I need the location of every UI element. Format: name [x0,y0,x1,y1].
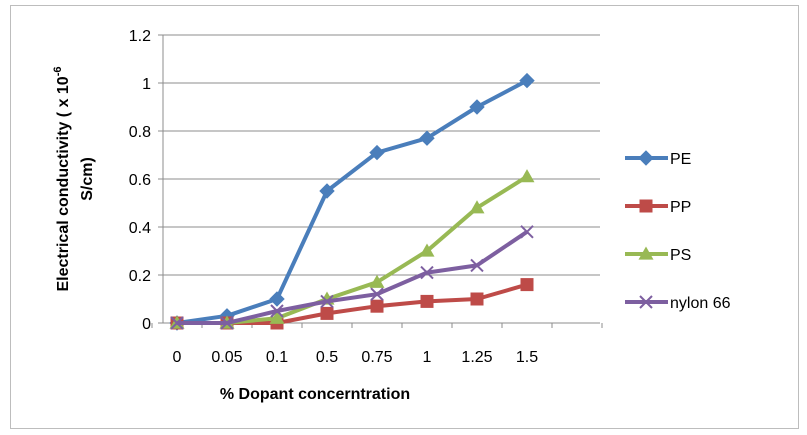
legend-label: PE [670,151,691,168]
y-tick-label: 1 [142,76,151,93]
y-axis-title-exponent: -6 [52,67,64,77]
x-axis-title: % Dopant concerntration [220,386,410,403]
data-point-x [470,258,484,273]
x-tick-label: 0.75 [361,349,392,366]
y-axis-title-line2: S/cm) [79,157,96,201]
data-point-x [370,287,384,301]
y-tick-label: 0.6 [129,172,151,189]
x-tick-label: 1.5 [516,349,538,366]
x-tick-label: 0 [173,349,182,366]
data-point-diamond [419,130,435,146]
legend-label: PP [670,199,691,216]
x-axis-title-text: % Dopant concerntration [220,386,410,403]
legend-label: nylon 66 [670,295,731,312]
data-point-x [420,265,434,280]
series-line [177,230,529,325]
data-point-square [420,294,434,308]
data-point-diamond [269,291,285,307]
legend-item: PS [625,246,691,264]
x-tick-label: 1 [423,349,432,366]
chart-area: 0 0.2 0.4 0.6 0.8 1 1.2 0 0.05 0.1 0.5 0.75 1 1.25 1.5… [10,5,799,429]
data-point-square [320,306,334,320]
data-point-triangle [369,274,385,288]
data-point-x [170,316,184,330]
data-point-diamond [519,72,535,89]
plot-series [169,72,535,331]
x-tick-label: 0.1 [266,349,288,366]
legend-label: PS [670,247,691,264]
y-tick-label: 0 [142,316,151,333]
legend-item: nylon 66 [625,295,731,312]
axes: 0 0.2 0.4 0.6 0.8 1 1.2 0 0.05 0.1 0.5 0.75 1 1.25 1.5 [129,28,603,366]
y-axis-title-line1: Electrical conductivity ( x 10-6 [52,67,72,292]
data-point-triangle [419,243,435,257]
data-point-diamond [369,144,385,161]
y-axis-title-main: Electrical conductivity ( x 10 [55,76,72,291]
data-point-square [370,299,384,313]
data-point-diamond [638,150,654,166]
x-tick-label: 0.5 [316,349,338,366]
gridlines [163,34,600,276]
y-tick-label: 1.2 [129,28,151,45]
series-line [176,78,528,325]
data-point-x [320,294,334,309]
legend-item: PP [625,199,691,216]
data-point-triangle [519,169,535,183]
data-point-x [520,225,534,239]
data-point-diamond [319,183,335,199]
y-axis-title: Electrical conductivity ( x 10-6 S/cm) [52,67,96,292]
series-nylon-66 [170,225,534,330]
data-point-triangle [269,310,285,324]
data-point-x [220,316,234,330]
data-point-diamond [469,99,485,115]
y-tick-label: 0.4 [129,220,151,237]
data-point-square [470,292,484,306]
data-point-x [639,295,653,309]
y-tick-label: 0.2 [129,268,151,285]
x-tick-label: 0.05 [211,349,242,366]
y-tick-label: 0.8 [129,124,151,141]
data-point-x [270,304,284,318]
data-point-triangle [469,200,485,214]
data-point-triangle [638,246,654,260]
x-tick-label: 1.25 [461,349,492,366]
data-point-square [520,278,534,292]
legend: PE PP PS nylon 66 [625,150,731,312]
line-chart: 0 0.2 0.4 0.6 0.8 1 1.2 0 0.05 0.1 0.5 0.75 1 1.25 1.5… [52,28,731,403]
legend-item: PE [625,150,691,168]
data-point-square [639,199,653,213]
